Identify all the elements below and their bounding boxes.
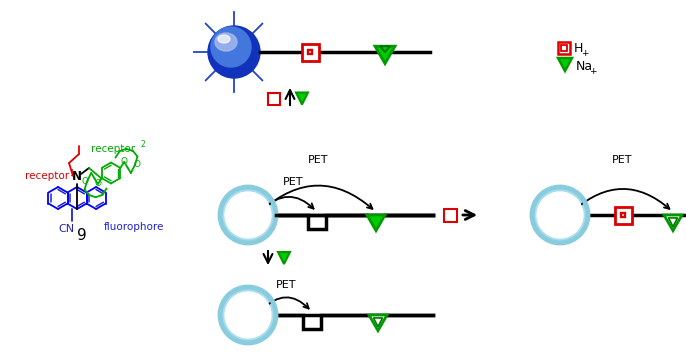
- Text: O: O: [134, 160, 141, 169]
- Text: receptor: receptor: [25, 171, 69, 181]
- Polygon shape: [278, 252, 290, 264]
- Ellipse shape: [537, 192, 583, 238]
- Bar: [268, 93, 280, 105]
- Bar: [302, 43, 318, 61]
- Text: Na: Na: [576, 59, 593, 73]
- Text: 9: 9: [77, 229, 87, 244]
- Text: H: H: [574, 42, 583, 54]
- Text: +: +: [581, 48, 589, 58]
- Text: PET: PET: [276, 280, 296, 290]
- Text: PET: PET: [308, 155, 328, 165]
- Polygon shape: [380, 46, 390, 52]
- Text: fluorophore: fluorophore: [104, 222, 165, 232]
- Polygon shape: [369, 315, 387, 331]
- Bar: [561, 45, 567, 51]
- Polygon shape: [664, 215, 682, 231]
- Text: 1: 1: [69, 168, 74, 178]
- Ellipse shape: [208, 26, 260, 78]
- Polygon shape: [296, 93, 308, 105]
- Text: 2: 2: [140, 140, 145, 149]
- Bar: [444, 209, 457, 222]
- Ellipse shape: [225, 192, 271, 238]
- Text: N: N: [72, 169, 82, 183]
- Ellipse shape: [211, 27, 251, 67]
- Polygon shape: [373, 318, 383, 327]
- Text: O: O: [95, 179, 102, 188]
- Text: O: O: [82, 177, 88, 186]
- Polygon shape: [668, 218, 678, 227]
- Text: CN: CN: [58, 224, 75, 234]
- Ellipse shape: [220, 287, 276, 343]
- Bar: [621, 213, 625, 217]
- Polygon shape: [375, 46, 395, 64]
- Polygon shape: [558, 58, 572, 71]
- Text: PET: PET: [283, 177, 304, 187]
- Bar: [308, 50, 312, 54]
- Bar: [558, 42, 570, 54]
- Ellipse shape: [532, 187, 588, 243]
- Text: receptor: receptor: [91, 143, 135, 153]
- Text: O: O: [121, 157, 128, 167]
- Text: PET: PET: [612, 155, 632, 165]
- Ellipse shape: [220, 187, 276, 243]
- Ellipse shape: [225, 292, 271, 338]
- Bar: [615, 206, 632, 224]
- Text: +: +: [589, 67, 597, 75]
- Ellipse shape: [215, 33, 237, 51]
- Polygon shape: [367, 215, 385, 231]
- Ellipse shape: [218, 35, 230, 43]
